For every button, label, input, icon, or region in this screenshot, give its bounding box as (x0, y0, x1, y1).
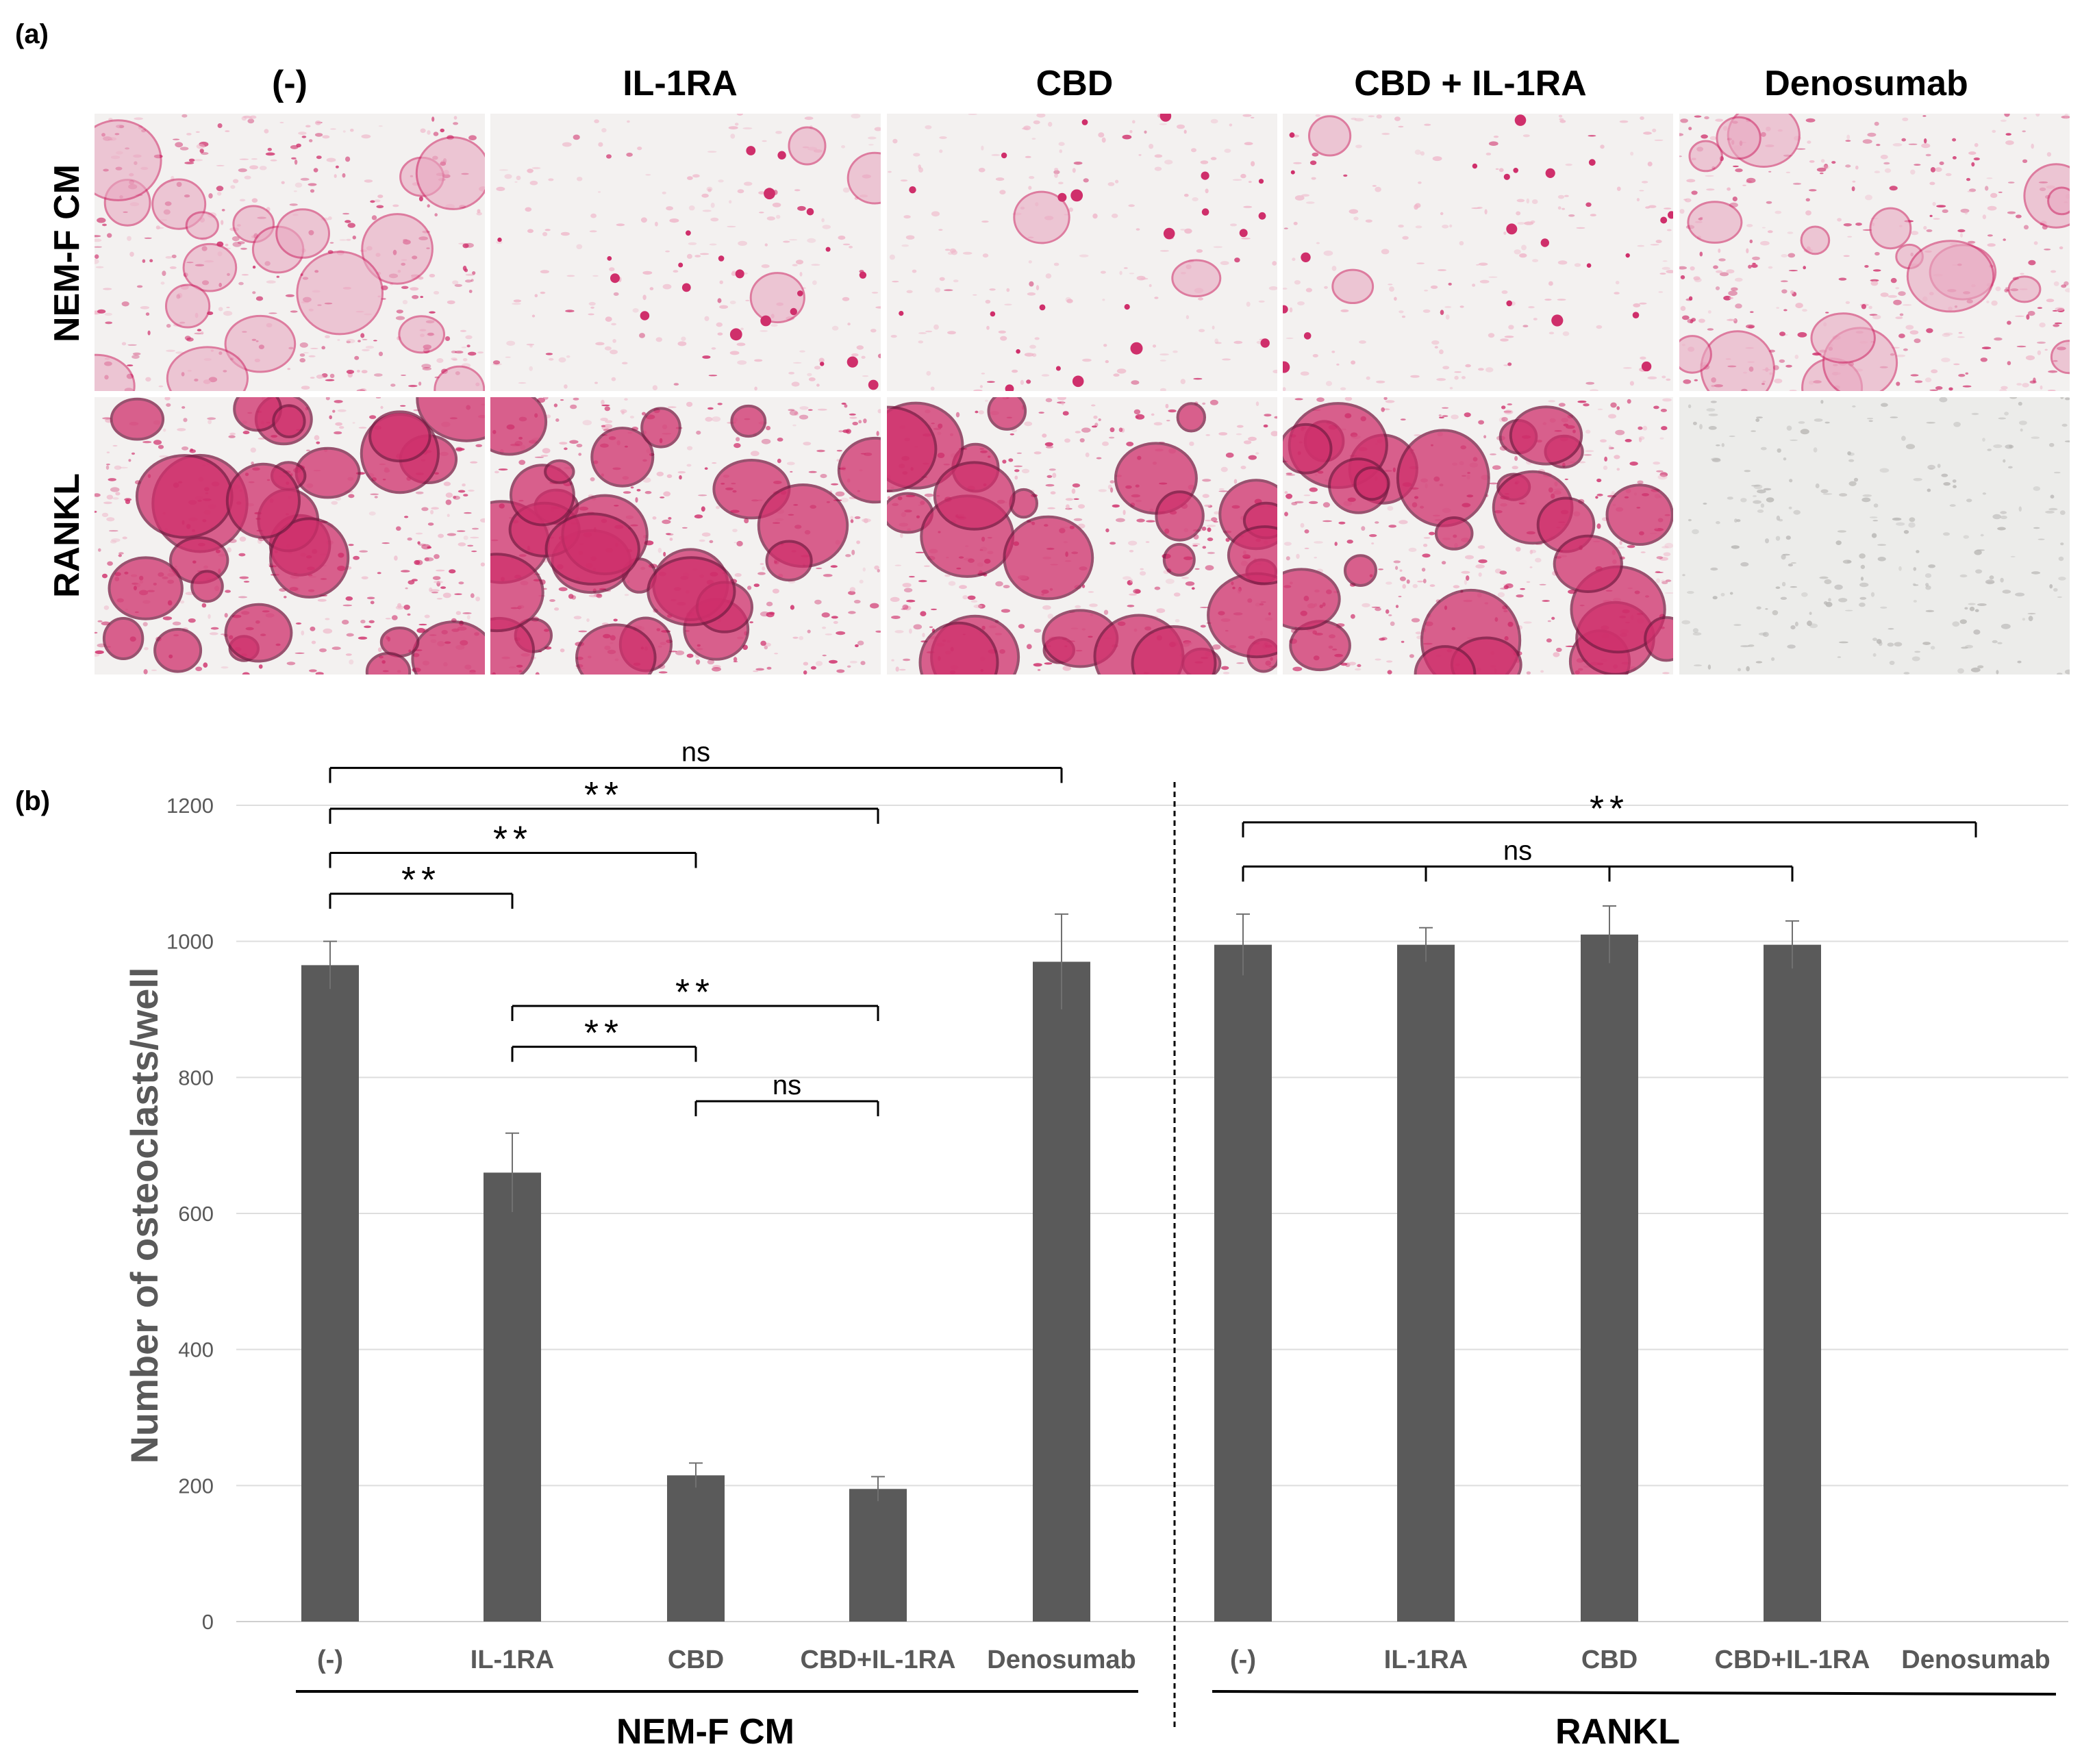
bar (1581, 934, 1638, 1622)
group-label-nemf-cm: NEM-F CM (616, 1712, 794, 1752)
y-tick-label: 0 (202, 1610, 214, 1634)
micrograph-nemf-denosumab (1679, 114, 2070, 391)
bar (301, 965, 359, 1622)
bar (1214, 944, 1272, 1622)
bar (1397, 944, 1455, 1622)
bar (849, 1489, 907, 1622)
column-label-neg: (-) (272, 64, 308, 103)
x-category-label: CBD+IL-1RA (801, 1646, 956, 1674)
micrograph-nemf-cbd (887, 114, 1277, 391)
micrograph-nemf-cbd-il1ra (1283, 114, 1673, 391)
significance-label: ** (584, 774, 624, 816)
column-label-il1ra: IL-1RA (623, 64, 738, 103)
micrograph-rankl-cbd (887, 397, 1277, 675)
y-tick-label: 600 (178, 1202, 214, 1226)
bar (484, 1172, 541, 1622)
bar (1033, 961, 1090, 1622)
y-tick-label: 200 (178, 1474, 214, 1498)
x-category-label: IL-1RA (471, 1646, 554, 1674)
micrograph-nemf-il1ra (490, 114, 881, 391)
y-tick-label: 800 (178, 1066, 214, 1089)
significance-label: ** (1590, 788, 1629, 829)
y-tick-label: 400 (178, 1338, 214, 1362)
group-underline-rankl (1212, 1690, 2057, 1696)
column-label-cbd: CBD (1036, 64, 1114, 103)
panel-b-label: (b) (15, 786, 51, 816)
significance-label: ** (401, 859, 441, 900)
micrograph-rankl-neg (95, 397, 485, 675)
x-category-label: (-) (317, 1646, 343, 1674)
x-category-label: CBD+IL-1RA (1715, 1646, 1870, 1674)
column-label-cbd-il1ra: CBD + IL-1RA (1354, 64, 1587, 103)
significance-label: ** (493, 819, 533, 860)
x-category-label: CBD (668, 1646, 724, 1674)
bar (1764, 944, 1821, 1622)
y-tick-label: 1200 (166, 794, 214, 818)
x-category-label: IL-1RA (1384, 1646, 1468, 1674)
micrograph-nemf-neg (95, 114, 485, 391)
significance-label: ** (675, 972, 715, 1013)
y-tick-label: 1000 (166, 930, 214, 954)
x-category-label: Denosumab (1901, 1646, 2050, 1674)
group-label-rankl: RANKL (1555, 1712, 1680, 1752)
micrograph-rankl-cbd-il1ra (1283, 397, 1673, 675)
x-category-label: Denosumab (987, 1646, 1136, 1674)
x-category-label: CBD (1581, 1646, 1638, 1674)
significance-label: ns (1503, 835, 1532, 866)
micrograph-rankl-il1ra (490, 397, 881, 675)
significance-label: ** (584, 1013, 624, 1054)
significance-label: ns (773, 1070, 801, 1100)
x-category-label: (-) (1230, 1646, 1256, 1674)
column-label-denosumab: Denosumab (1764, 64, 1968, 103)
micrograph-rankl-denosumab (1679, 397, 2070, 675)
panel-a-label: (a) (15, 19, 49, 49)
significance-label: ns (681, 737, 710, 767)
bar (667, 1475, 725, 1622)
y-axis-label: Number of osteoclasts/well (123, 967, 166, 1463)
